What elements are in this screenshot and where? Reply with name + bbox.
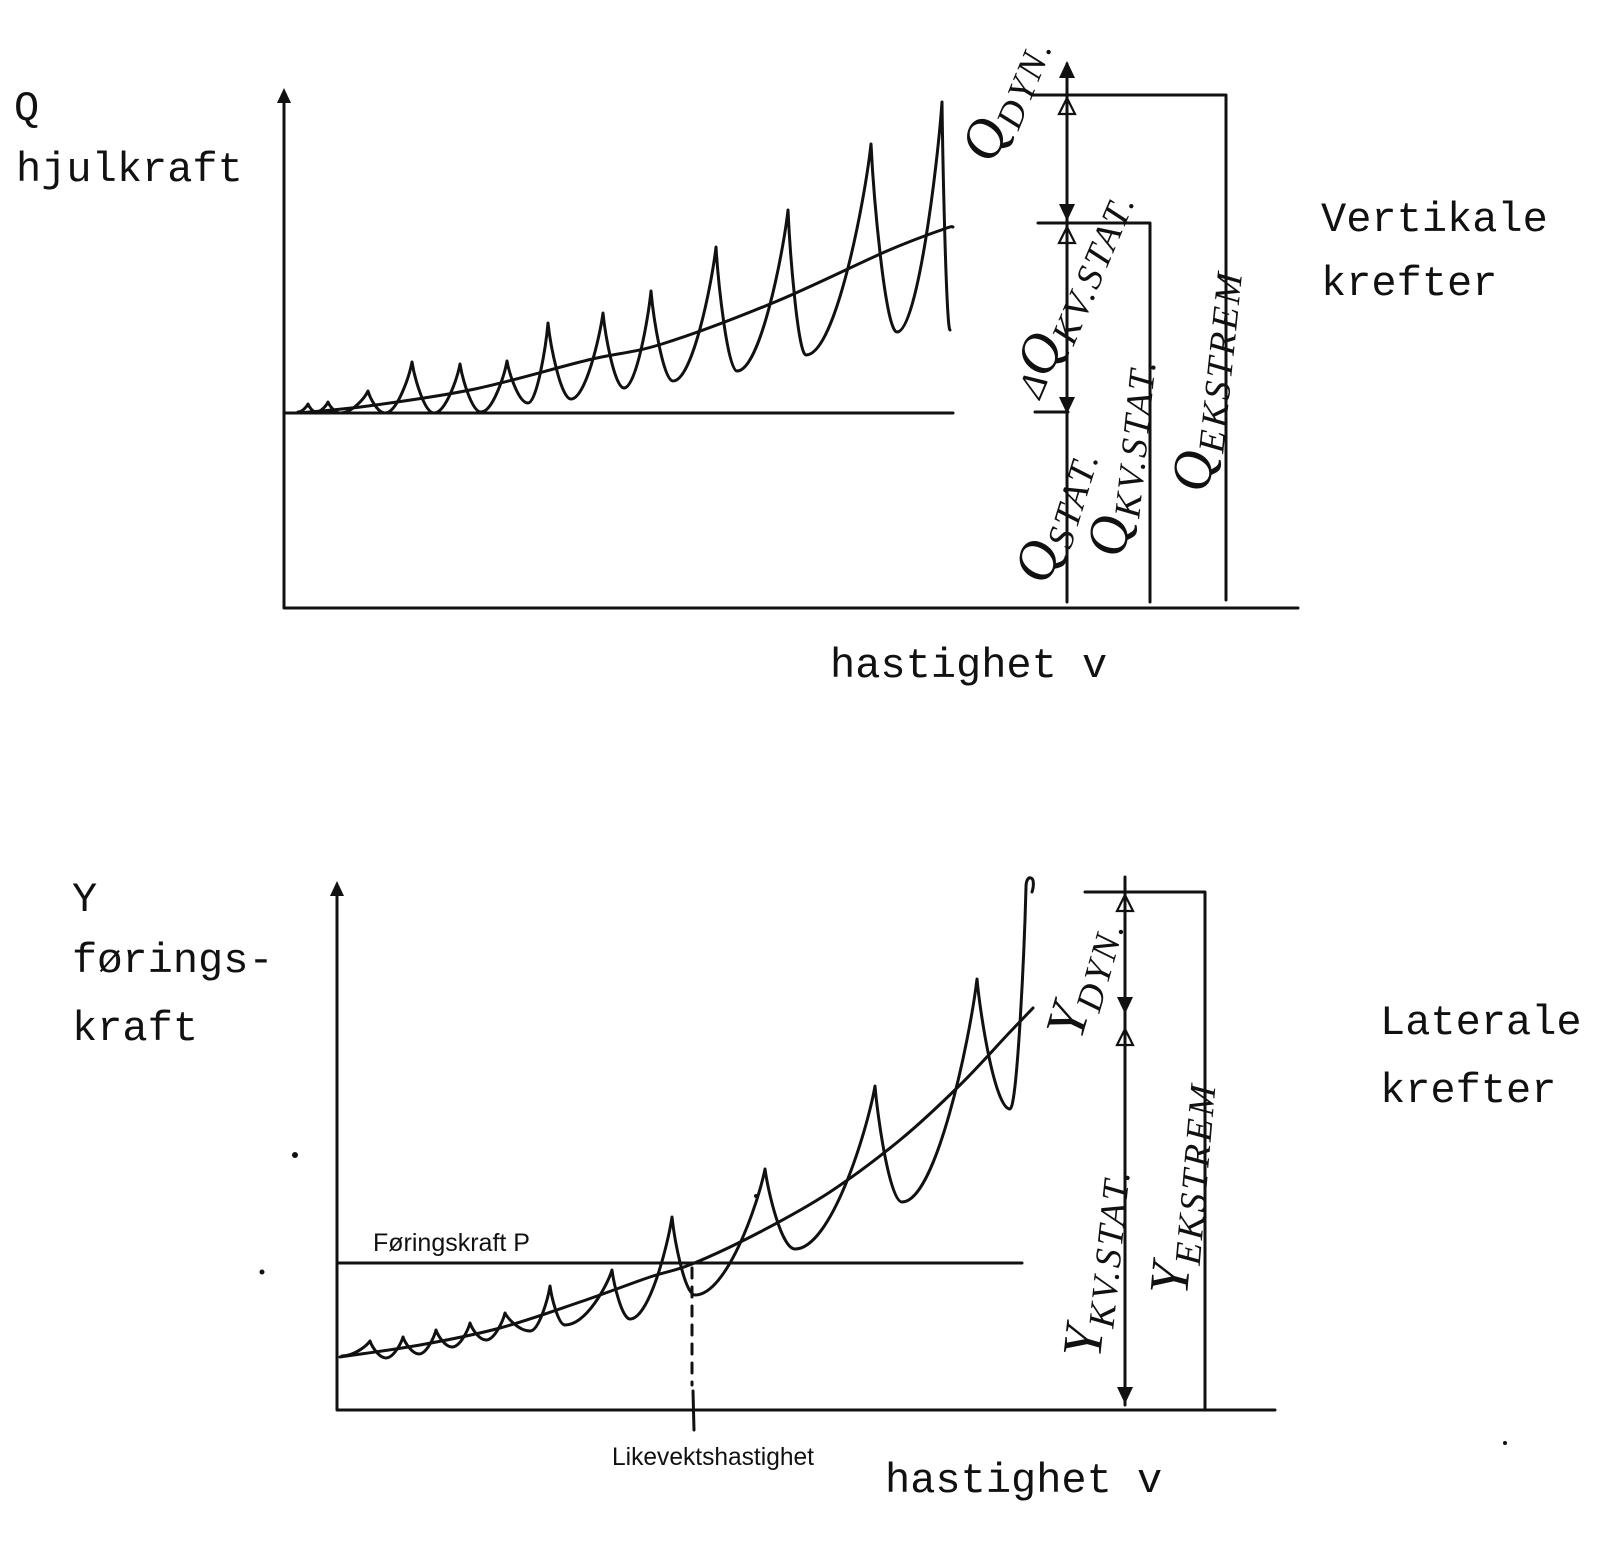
svg-text:Laterale: Laterale (1380, 999, 1582, 1047)
svg-text:Vertikale: Vertikale (1321, 196, 1548, 244)
svg-text:Q: Q (14, 85, 39, 133)
svg-text:krefter: krefter (1321, 260, 1497, 308)
svg-text:førings-: førings- (72, 937, 274, 985)
svg-text:hastighet v: hastighet v (885, 1457, 1162, 1505)
svg-text:kraft: kraft (72, 1005, 198, 1053)
svg-text:hjulkraft: hjulkraft (16, 146, 243, 194)
svg-text:Føringskraft P: Føringskraft P (373, 1229, 530, 1257)
svg-text:krefter: krefter (1380, 1067, 1556, 1115)
svg-text:Y: Y (72, 876, 97, 924)
svg-text:hastighet v: hastighet v (830, 642, 1107, 690)
svg-text:Likevektshastighet: Likevektshastighet (612, 1443, 814, 1471)
